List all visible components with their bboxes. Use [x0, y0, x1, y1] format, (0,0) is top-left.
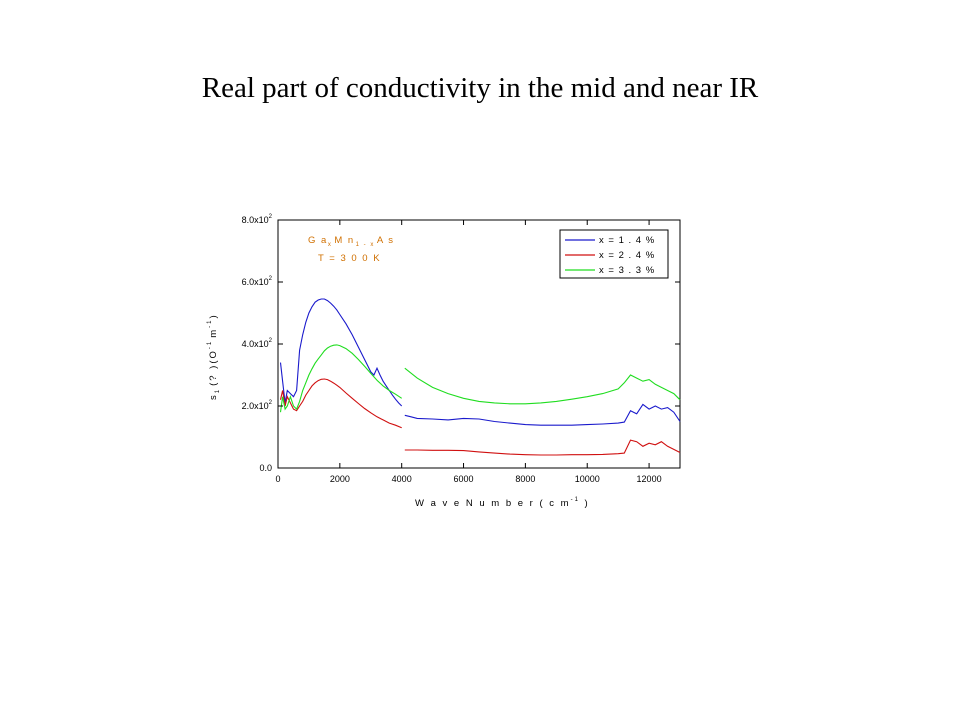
x-tick-label: 0 — [275, 474, 280, 484]
legend-label-1: x = 1 . 4 % — [599, 235, 655, 246]
x-tick-label: 4000 — [392, 474, 412, 484]
x-tick-label: 12000 — [637, 474, 662, 484]
legend-label-3: x = 3 . 3 % — [599, 265, 655, 276]
y-tick-label: 4.0x102 — [242, 338, 273, 349]
series-line-1 — [279, 298, 681, 426]
y-tick-label: 0.0 — [259, 463, 272, 473]
x-axis-label: W a v e N u m b e r ( c m-1 ) — [415, 497, 590, 509]
y-tick-label: 6.0x102 — [242, 276, 273, 287]
conductivity-chart: 0 2000 4000 6000 8000 10000 12000 0.0 2.0x102 4.… — [207, 214, 681, 509]
series-line-2 — [279, 378, 681, 456]
legend: x = 1 . 4 % x = 2 . 4 % x = 3 . 3 % — [559, 229, 669, 279]
legend-label-2: x = 2 . 4 % — [599, 250, 655, 261]
x-tick-label: 8000 — [515, 474, 535, 484]
series-layer — [279, 298, 681, 456]
x-axis-ticks: 0 2000 4000 6000 8000 10000 12000 — [275, 220, 662, 484]
y-axis-ticks: 0.0 2.0x102 4.0x102 6.0x102 8.0x102 — [242, 214, 680, 473]
y-tick-label: 8.0x102 — [242, 214, 273, 225]
y-tick-label: 2.0x102 — [242, 400, 273, 411]
slide-title: Real part of conductivity in the mid and… — [201, 72, 759, 104]
x-tick-label: 10000 — [575, 474, 600, 484]
temperature-annotation: T = 3 0 0 K — [318, 253, 381, 264]
series-line-3 — [279, 344, 681, 413]
x-tick-label: 2000 — [330, 474, 350, 484]
x-tick-label: 6000 — [454, 474, 474, 484]
y-axis-label: s1(? )(O-1m-1) — [207, 313, 221, 400]
